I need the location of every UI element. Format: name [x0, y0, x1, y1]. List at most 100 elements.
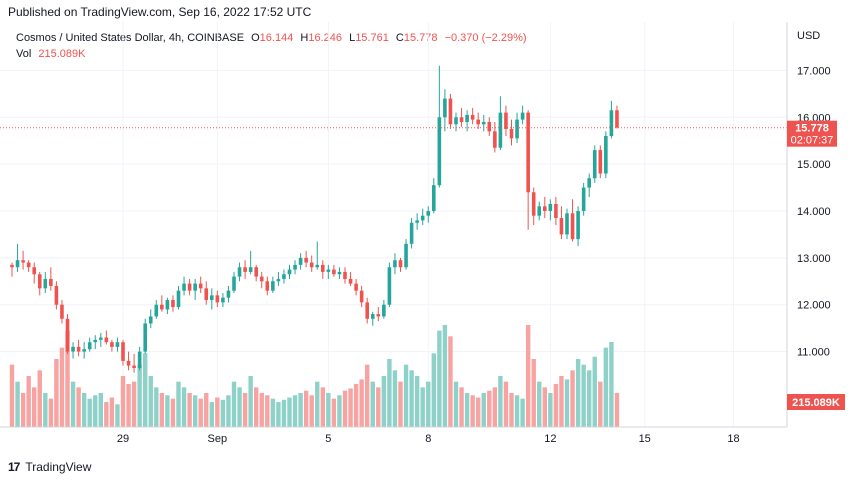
legend-volume-row: Vol 215.089K	[16, 46, 527, 62]
volume-bar	[115, 404, 120, 427]
candle-body	[376, 314, 381, 317]
candle-body	[121, 342, 125, 361]
candle-body	[337, 271, 342, 275]
candle-body	[382, 304, 386, 317]
candle-body	[304, 257, 308, 263]
candle-body	[110, 342, 114, 347]
volume-bar	[514, 395, 520, 427]
volume-bar	[20, 393, 26, 427]
volume-bar	[442, 325, 448, 427]
candle-body	[309, 262, 314, 268]
footer-brand[interactable]: 17 TradingView	[8, 460, 91, 474]
volume-bar	[487, 390, 492, 427]
legend-high-value: 16.246	[308, 32, 342, 44]
x-tick-label: 29	[117, 433, 129, 445]
candle-body	[365, 302, 369, 319]
price-tag-countdown: 02:07:37	[791, 135, 834, 147]
candle-body	[404, 243, 408, 268]
x-tick-label: Sep	[208, 433, 228, 445]
legend-volume-value: 215.089K	[38, 48, 86, 60]
candle-body	[115, 342, 120, 347]
volume-bar	[104, 402, 109, 427]
volume-bar	[242, 393, 248, 427]
candle-body	[543, 206, 547, 211]
legend-open-value: 16.144	[259, 32, 294, 44]
candle-body	[204, 288, 209, 301]
candle-body	[526, 112, 530, 193]
candle-body	[10, 264, 14, 268]
volume-bar	[553, 383, 559, 427]
candle-body	[470, 114, 475, 120]
volume-bar	[59, 347, 65, 427]
volume-bar	[9, 364, 15, 427]
x-tick-label: 8	[425, 433, 431, 445]
candle-body	[448, 98, 453, 125]
legend-close-label: C	[395, 32, 404, 44]
candle-body	[76, 346, 81, 352]
candle-body	[265, 281, 270, 291]
candle-body	[215, 295, 220, 303]
candle-body	[537, 206, 542, 216]
volume-bar	[403, 364, 409, 427]
volume-bar	[87, 398, 92, 427]
volume-bar	[426, 381, 431, 427]
candle-body	[548, 203, 553, 211]
volume-bar	[570, 370, 575, 427]
volume-bar	[176, 381, 181, 427]
volume-bar	[559, 376, 564, 427]
candle-body	[487, 121, 492, 132]
candle-body	[348, 278, 353, 284]
x-tick-label: 5	[325, 433, 331, 445]
volume-bar	[459, 387, 464, 427]
candle-body	[126, 360, 131, 366]
volume-bar	[165, 395, 170, 427]
volume-bar	[326, 393, 331, 427]
volume-bars	[9, 325, 620, 427]
tradingview-logo-icon: 17	[8, 460, 20, 474]
volume-bar	[387, 359, 392, 427]
legend-open-label: O	[251, 32, 260, 44]
candle-body	[493, 131, 497, 148]
candle-body	[49, 278, 53, 286]
y-tick-label: 13.000	[797, 253, 831, 265]
candle-body	[476, 119, 480, 125]
legend-low-label: L	[349, 32, 356, 44]
candle-body	[148, 316, 153, 324]
volume-bar	[492, 387, 498, 427]
x-tick-label: 12	[544, 433, 556, 445]
candle-body	[554, 203, 558, 219]
volume-bar	[292, 395, 298, 427]
currency-label: USD	[797, 30, 821, 42]
candle-body	[504, 112, 508, 129]
legend-ohlc-row: Cosmos / United States Dollar, 4h, COINB…	[16, 30, 527, 46]
candle-body	[509, 129, 514, 139]
volume-bar	[198, 398, 203, 427]
candle-body	[359, 290, 364, 303]
volume-bar	[331, 398, 337, 427]
volume-bar	[226, 395, 231, 427]
volume-bar	[376, 387, 381, 427]
candle-body	[21, 260, 25, 263]
candle-body	[615, 110, 619, 128]
candle-body	[398, 260, 403, 268]
volume-bar	[509, 393, 514, 427]
volume-bar	[531, 359, 536, 427]
price-tag-box	[787, 120, 837, 147]
y-axis-ticks: 17.00016.00015.00014.00013.00012.00011.0…	[797, 65, 831, 358]
candle-body	[160, 304, 164, 310]
candle-body	[259, 276, 264, 282]
candle-body	[609, 110, 614, 137]
candle-body	[592, 150, 597, 179]
candle-body	[221, 297, 225, 303]
volume-bar	[81, 393, 87, 427]
volume-bar	[520, 398, 525, 427]
candle-body	[82, 349, 86, 352]
candle-body	[443, 98, 447, 118]
volume-bar	[476, 397, 481, 427]
price-tag-value: 15.778	[795, 123, 829, 135]
candle-body	[326, 269, 331, 272]
volume-bar	[587, 370, 592, 427]
legend-symbol: Cosmos / United States Dollar, 4h, COINB…	[16, 32, 245, 44]
volume-bar	[564, 379, 570, 427]
